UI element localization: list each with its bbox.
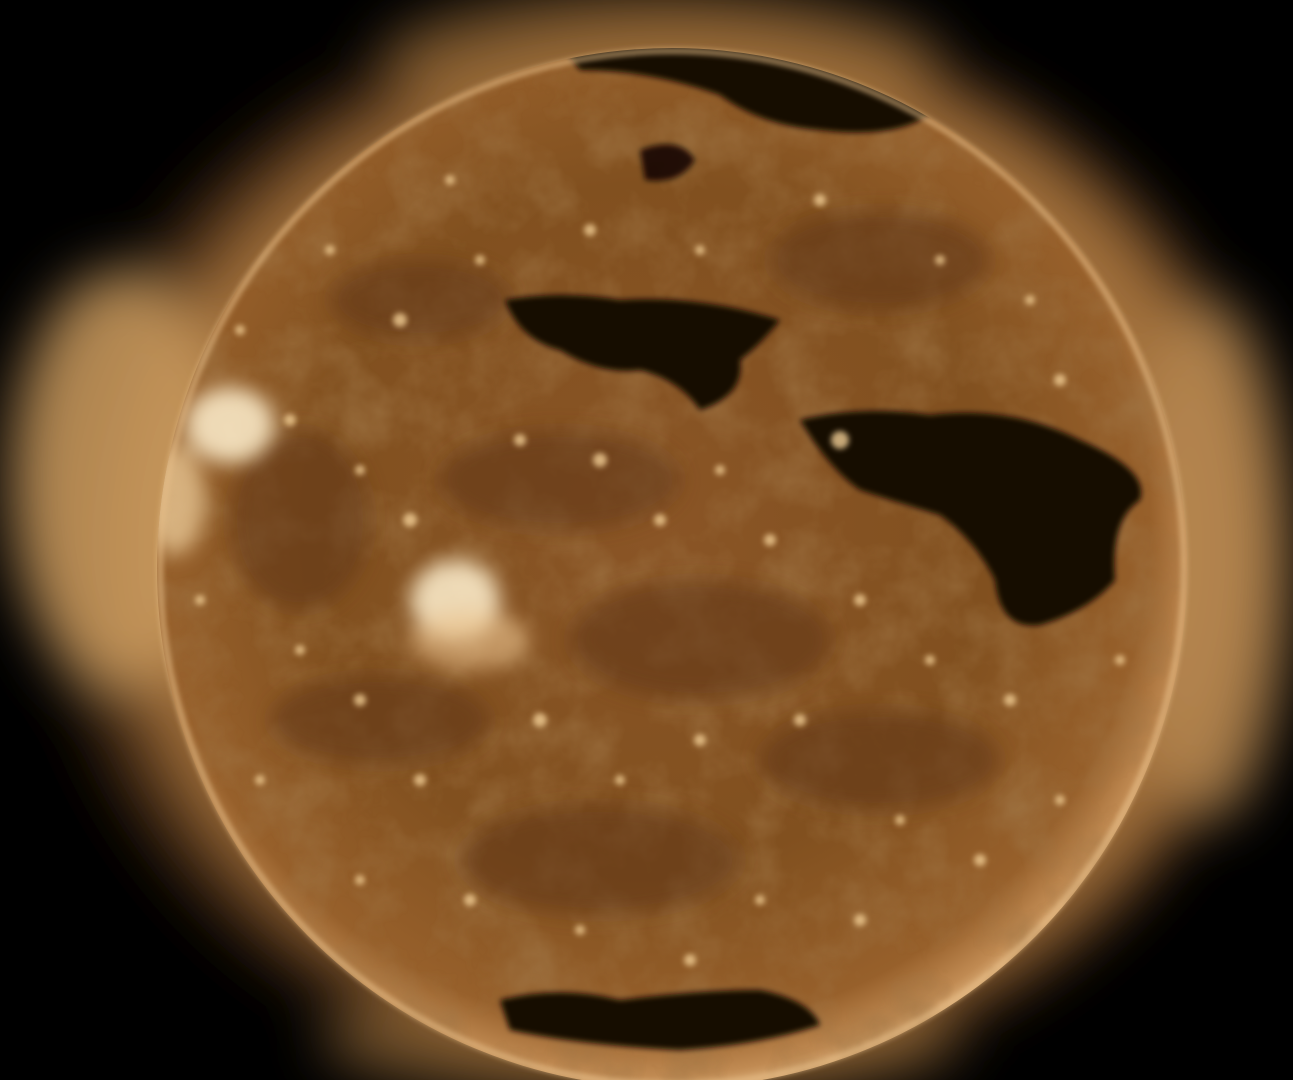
coronal-hole-east: [800, 411, 1142, 626]
bright-limb: [157, 48, 1187, 1080]
bright-points: [195, 175, 1125, 966]
solar-disk: [157, 48, 1187, 1080]
coronal-hole-south: [500, 990, 820, 1050]
coronal-hole-central: [505, 295, 780, 410]
coronal-hole-north: [560, 48, 935, 181]
active-region-center-left: [410, 560, 530, 670]
